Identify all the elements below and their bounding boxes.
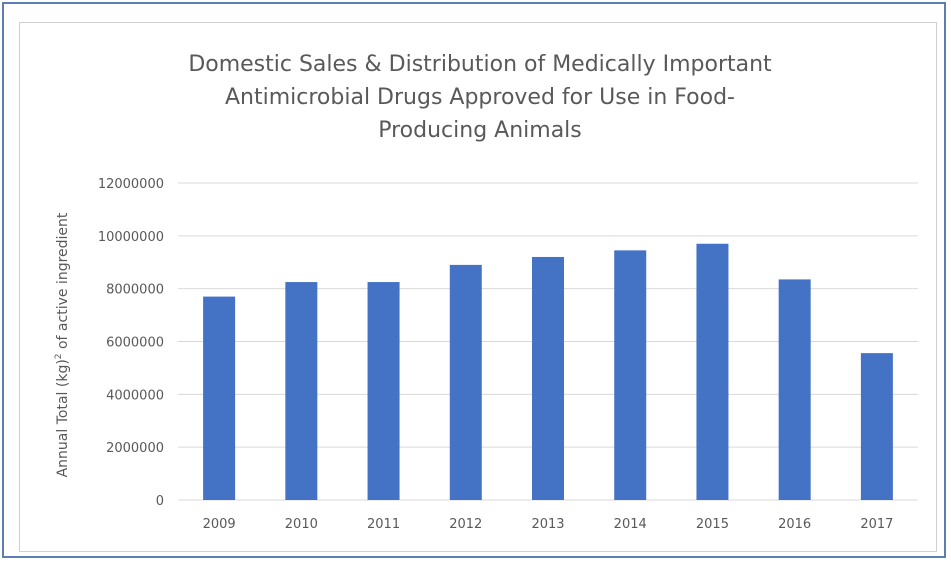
- x-tick-label-2014: 2014: [614, 517, 647, 532]
- y-axis-title-superscript: 2: [54, 353, 64, 359]
- bar-2015: [696, 243, 729, 500]
- x-tick-label-2010: 2010: [285, 517, 318, 532]
- bar-2011: [367, 282, 400, 500]
- y-tick-label: 4000000: [106, 388, 164, 403]
- x-tick-label-2016: 2016: [778, 517, 811, 532]
- x-axis-ticks: 2009 2010 2011 2012 2013 2014 2015 2016 2017: [203, 517, 894, 532]
- y-axis-title-suffix: of active ingredient: [55, 212, 71, 353]
- y-axis-title: Annual Total (kg)2 of active ingredient: [54, 212, 71, 477]
- y-axis-title-main: Annual Total (kg): [55, 359, 71, 477]
- chart-title-line-1: Domestic Sales & Distribution of Medical…: [188, 52, 772, 77]
- x-tick-label-2011: 2011: [367, 517, 400, 532]
- x-tick-label-2009: 2009: [203, 517, 236, 532]
- chart-title: Domestic Sales & Distribution of Medical…: [60, 48, 900, 147]
- bar-2012: [449, 264, 482, 500]
- x-tick-label-2015: 2015: [696, 517, 729, 532]
- chart-title-line-2: Antimicrobial Drugs Approved for Use in …: [225, 85, 735, 110]
- y-axis-ticks: 0 2000000 4000000 6000000 8000000 10000000 120…: [98, 177, 164, 509]
- bars: [203, 243, 893, 500]
- bar-2017: [860, 353, 893, 500]
- bar-2016: [778, 279, 811, 500]
- bar-2014: [614, 250, 647, 500]
- bar-2009: [203, 296, 236, 500]
- y-tick-label: 6000000: [106, 336, 164, 351]
- y-tick-label: 2000000: [106, 441, 164, 456]
- chart-title-line-3: Producing Animals: [378, 118, 582, 143]
- x-tick-label-2017: 2017: [860, 517, 893, 532]
- x-tick-label-2013: 2013: [531, 517, 564, 532]
- y-tick-label: 12000000: [98, 177, 164, 192]
- y-tick-label: 0: [156, 494, 164, 509]
- x-tick-label-2012: 2012: [449, 517, 482, 532]
- y-tick-label: 10000000: [98, 230, 164, 245]
- bar-2013: [532, 256, 564, 500]
- y-tick-label: 8000000: [106, 283, 164, 298]
- bar-2010: [285, 282, 318, 500]
